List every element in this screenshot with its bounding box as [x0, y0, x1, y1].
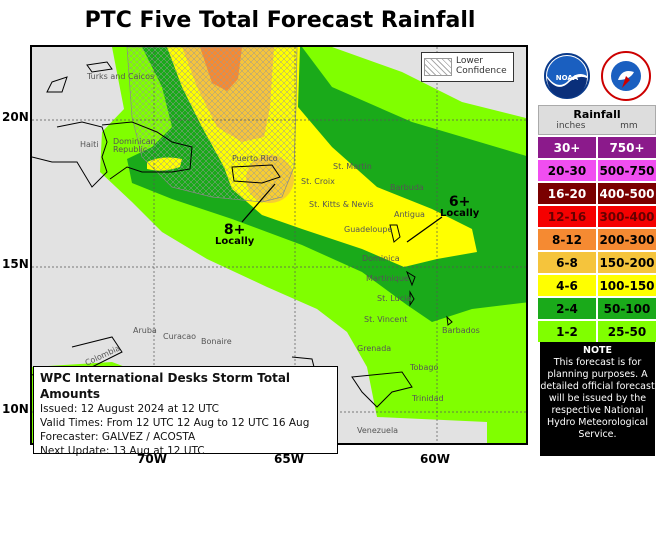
lower-confidence-legend: Lower Confidence — [421, 52, 514, 82]
place-label: Aruba — [133, 326, 157, 335]
annotation-arrows — [241, 183, 443, 243]
svg-text:NOAA: NOAA — [556, 74, 579, 82]
lon-label: 60W — [420, 452, 450, 466]
place-label: Barbuda — [390, 183, 424, 192]
locally-8-annotation: 8+ Locally — [215, 222, 255, 247]
place-label: St. Lucia — [377, 294, 412, 303]
legend-cell-in: 30+ — [538, 137, 596, 158]
lower-confidence-area — [126, 47, 298, 203]
place-label: Bonaire — [201, 337, 232, 346]
info-box: WPC International Desks Storm Total Amou… — [33, 366, 338, 457]
legend-row: 1-2 25-50 — [538, 321, 656, 342]
place-label: Guadeloupe — [344, 225, 393, 234]
legend-cell-in: 6-8 — [538, 252, 596, 273]
legend-cell-in: 20-30 — [538, 160, 596, 181]
legend-cell-in: 1-2 — [538, 321, 596, 342]
note-box: NOTE This forecast is for planning purpo… — [540, 342, 655, 456]
map-title: PTC Five Total Forecast Rainfall — [84, 8, 476, 33]
legend-cell-mm: 150-200 — [598, 252, 656, 273]
lat-label: 20N — [2, 110, 29, 124]
place-label: Trinidad — [412, 394, 444, 403]
rainfall-bands — [32, 47, 526, 443]
place-label: Martinique — [366, 274, 409, 283]
legend-row: 20-30 500-750 — [538, 160, 656, 181]
legend-cell-mm: 500-750 — [598, 160, 656, 181]
legend-row: 8-12 200-300 — [538, 229, 656, 250]
legend-cell-in: 4-6 — [538, 275, 596, 296]
place-label: St. Kitts & Nevis — [309, 200, 374, 209]
noaa-logo: NOAA — [544, 53, 590, 99]
legend-cell-in: 2-4 — [538, 298, 596, 319]
legend-cell-mm: 200-300 — [598, 229, 656, 250]
place-label: Venezuela — [357, 426, 399, 435]
legend-row: 30+ 750+ — [538, 137, 656, 158]
legend-cell-mm: 300-400 — [598, 206, 656, 227]
lon-label: 65W — [274, 452, 304, 466]
place-label: Antigua — [394, 210, 425, 219]
place-label: Grenada — [357, 344, 392, 353]
hatch-swatch — [424, 58, 452, 76]
legend-row: 6-8 150-200 — [538, 252, 656, 273]
place-label: Puerto Rico — [232, 154, 278, 163]
legend-row: 16-20 400-500 — [538, 183, 656, 204]
legend-cell-in: 8-12 — [538, 229, 596, 250]
lat-label: 10N — [2, 402, 29, 416]
lat-label: 15N — [2, 257, 29, 271]
rainfall-legend: Rainfall inches mm 30+ 750+ 20-30 500-750 16-… — [538, 105, 656, 342]
place-label: Barbados — [442, 326, 480, 335]
legend-row: 4-6 100-150 — [538, 275, 656, 296]
place-label: Haiti — [80, 140, 99, 149]
nws-logo — [601, 51, 651, 101]
place-label: St. Croix — [301, 177, 335, 186]
locally-6-annotation: 6+ Locally — [440, 194, 480, 219]
legend-cell-in: 12-16 — [538, 206, 596, 227]
place-label: Tobago — [410, 363, 439, 372]
legend-row: 2-4 50-100 — [538, 298, 656, 319]
rainfall-map: Turks and Caicos Haiti Dominican Republi… — [30, 45, 528, 445]
place-label: Curacao — [163, 332, 197, 341]
place-label: Dominica — [362, 254, 400, 263]
place-label: St. Martin — [333, 162, 372, 171]
legend-cell-in: 16-20 — [538, 183, 596, 204]
legend-cell-mm: 100-150 — [598, 275, 656, 296]
place-label: Turks and Caicos — [87, 72, 155, 81]
place-label: St. Vincent — [364, 315, 408, 324]
legend-row: 12-16 300-400 — [538, 206, 656, 227]
lon-label: 70W — [137, 452, 167, 466]
place-label: Dominican Republic — [113, 137, 156, 154]
legend-cell-mm: 750+ — [598, 137, 656, 158]
legend-cell-mm: 25-50 — [598, 321, 656, 342]
legend-cell-mm: 50-100 — [598, 298, 656, 319]
legend-cell-mm: 400-500 — [598, 183, 656, 204]
legend-header: Rainfall inches mm — [538, 105, 656, 135]
